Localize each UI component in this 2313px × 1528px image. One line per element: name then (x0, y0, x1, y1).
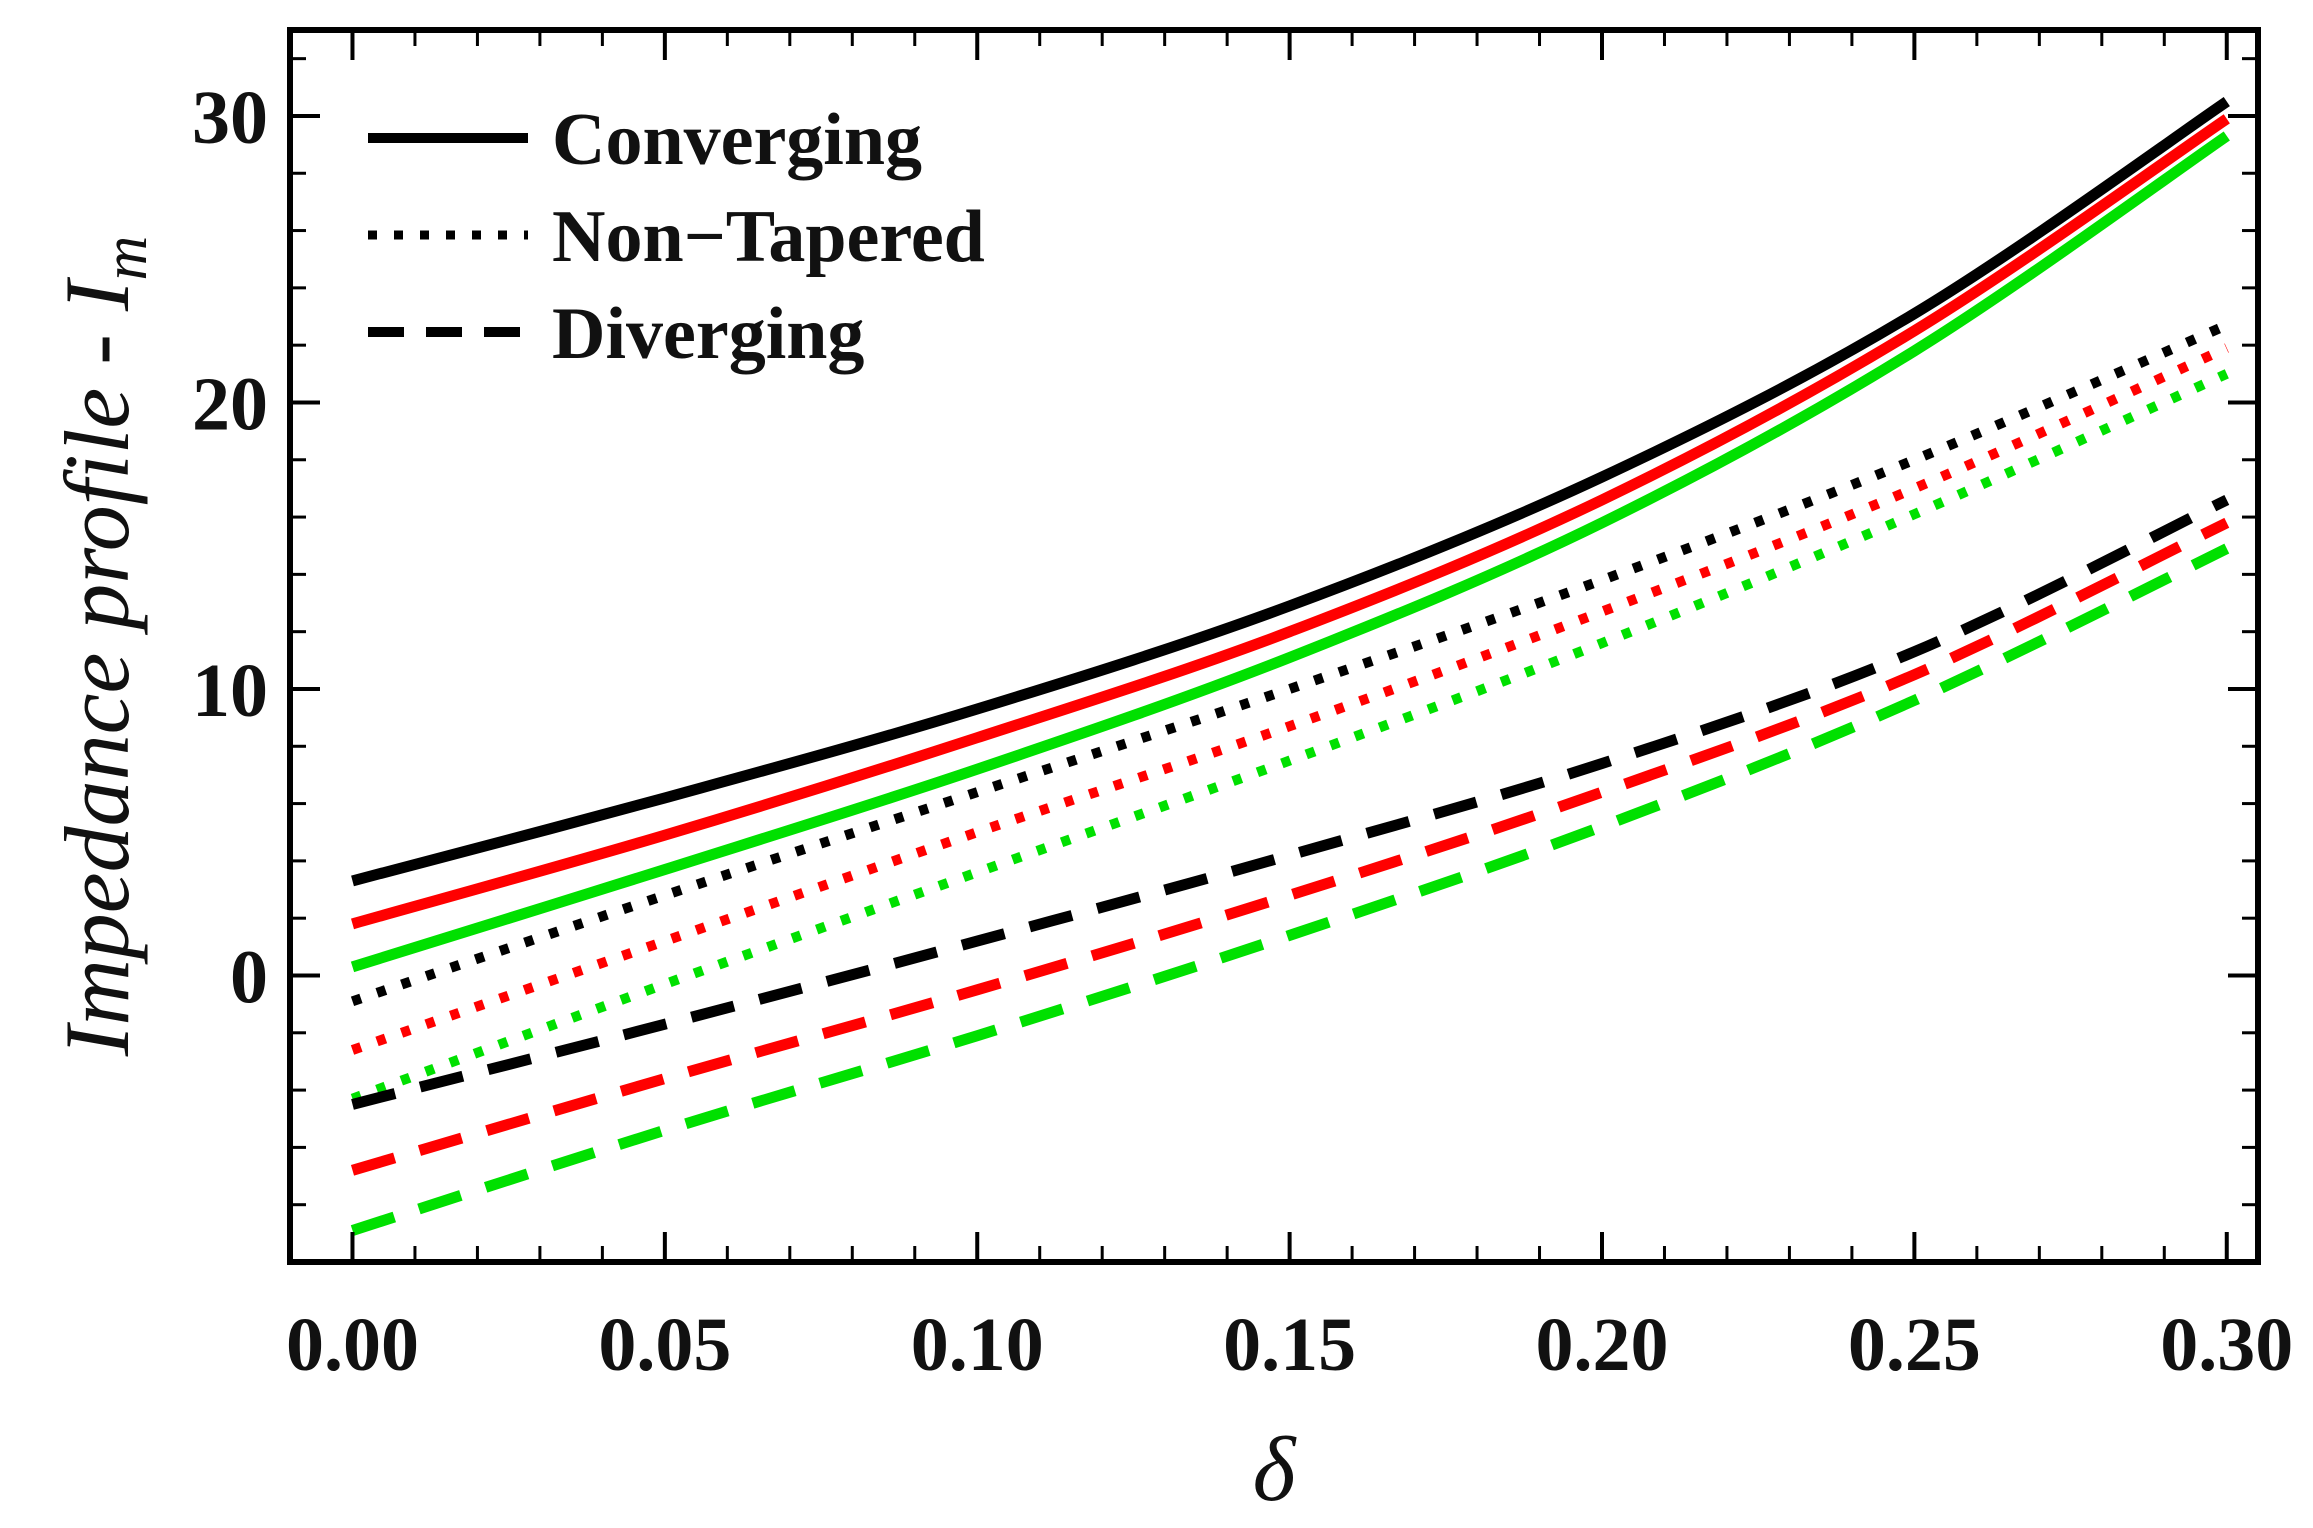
series-line-1 (351, 97, 2230, 887)
x-axis-title: δ (1253, 1418, 1297, 1520)
y-tick-label: 0 (230, 935, 268, 1019)
series-layer (350, 97, 2230, 1236)
legend-label: Diverging (552, 293, 864, 375)
y-axis-title-subscript: m (92, 236, 160, 281)
series-line-7 (351, 494, 2230, 1110)
x-tick-label: 0.30 (2160, 1303, 2293, 1387)
series-line-6 (350, 369, 2229, 1104)
y-tick-label: 20 (192, 362, 268, 446)
series-line-2 (350, 114, 2230, 930)
x-tick-label: 0.15 (1223, 1303, 1356, 1387)
x-tick-label: 0.10 (911, 1303, 1044, 1387)
legend-label: Converging (552, 99, 922, 181)
plot-frame (287, 27, 2261, 1265)
x-tick-label: 0.25 (1848, 1303, 1981, 1387)
x-tick-label: 0.20 (1536, 1303, 1669, 1387)
x-tick-label: 0.05 (598, 1303, 731, 1387)
series-line-9 (350, 543, 2230, 1236)
series-line-3 (350, 131, 2230, 973)
y-tick-label: 10 (192, 649, 268, 733)
legend-label: Non−Tapered (552, 196, 985, 278)
label-layer: 0.00 0.05 0.10 0.15 0.20 0.25 0.30 0 10 20 30 (192, 76, 2293, 1387)
y-axis-title-main: Impedance profile - I (46, 276, 148, 1057)
y-tick-label: 30 (192, 76, 268, 160)
legend: Converging Non−Tapered Diverging (368, 99, 985, 375)
series-line-8 (350, 517, 2230, 1176)
series-line-5 (350, 343, 2229, 1055)
x-tick-label: 0.00 (286, 1303, 419, 1387)
y-axis-title: Impedance profile - Im (46, 236, 160, 1058)
